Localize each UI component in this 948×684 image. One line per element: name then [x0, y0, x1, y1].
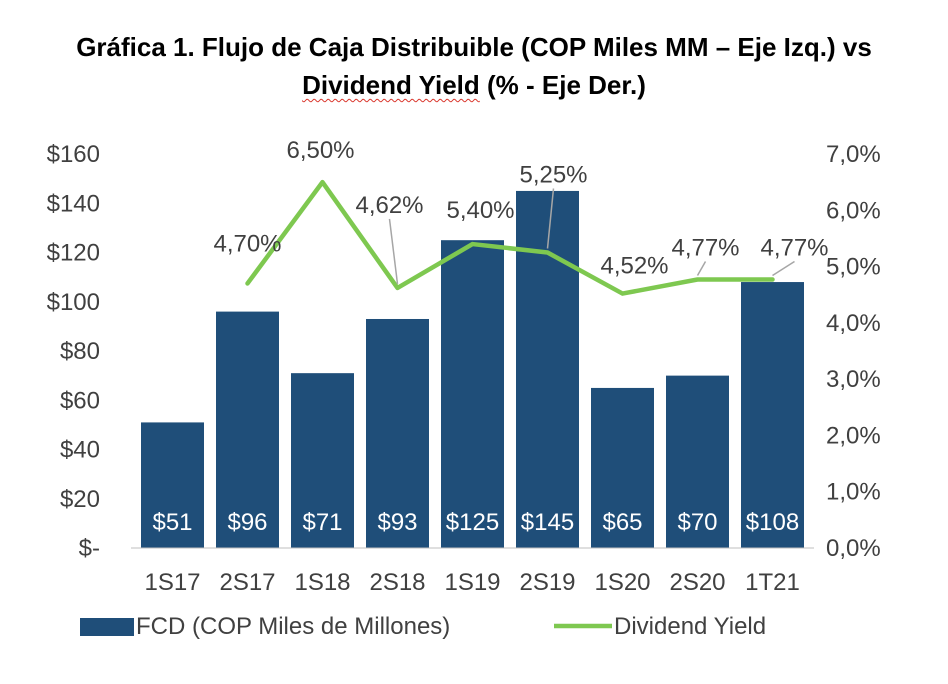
y-left-tick-label: $40: [60, 437, 100, 464]
x-tick-label: 1S19: [444, 569, 500, 596]
bar-value-label: $96: [227, 509, 267, 536]
leader-line: [388, 218, 399, 285]
bar: [666, 375, 729, 548]
x-tick-label: 2S19: [519, 569, 575, 596]
bar-value-label: $125: [446, 509, 499, 536]
chart-title-line1: Gráfica 1. Flujo de Caja Distribuible (C…: [76, 32, 872, 62]
y-left-tick-label: $100: [47, 289, 100, 316]
bar: [591, 387, 654, 548]
dividend-yield-line: [245, 179, 775, 296]
leader-line: [546, 188, 555, 249]
y-right-tick-label: 5,0%: [826, 254, 881, 281]
y-right-tick-label: 1,0%: [826, 479, 881, 506]
bar: [441, 240, 504, 548]
bar-value-label: $65: [602, 509, 642, 536]
bar: [291, 373, 354, 548]
bar: [741, 282, 804, 548]
y-left-tick-label: $-: [79, 535, 100, 562]
y-right-tick-label: 2,0%: [826, 422, 881, 449]
bar-value-label: $108: [746, 509, 799, 536]
y-right-tick-label: 6,0%: [826, 197, 881, 224]
legend-line-label: Dividend Yield: [614, 613, 766, 640]
y-right-tick-label: 7,0%: [826, 141, 881, 168]
legend-bar-label: FCD (COP Miles de Millones): [136, 613, 450, 640]
y-left-tick-label: $60: [60, 387, 100, 414]
x-tick-label: 1S20: [594, 569, 650, 596]
bar: [216, 311, 279, 548]
chart-title-rest: (% - Eje Der.): [479, 70, 646, 100]
line-point-label: 5,40%: [446, 197, 514, 224]
x-tick-label: 2S18: [369, 569, 425, 596]
line-point-label: 4,77%: [671, 235, 739, 262]
bar-value-label: $71: [302, 509, 342, 536]
chart-title-underlined: Dividend Yield: [302, 70, 480, 100]
bar-value-label: $51: [152, 509, 192, 536]
leader-line: [696, 261, 707, 276]
line-point-label: 4,70%: [213, 230, 281, 257]
bar-value-label: $145: [521, 509, 574, 536]
legend-bar-swatch: [80, 618, 134, 636]
y-right-tick-label: 4,0%: [826, 310, 881, 337]
line-point-label: 4,62%: [355, 192, 423, 219]
y-left-tick-label: $80: [60, 338, 100, 365]
leader-line: [772, 260, 795, 277]
x-tick-label: 2S20: [669, 569, 725, 596]
line-point-label: 5,25%: [519, 162, 587, 189]
bar: [141, 422, 204, 548]
bar-value-label: $93: [377, 509, 417, 536]
line-point-label: 4,77%: [760, 235, 828, 262]
y-left-tick-label: $160: [47, 141, 100, 168]
bar-value-label: $70: [677, 509, 717, 536]
y-left-tick-label: $140: [47, 190, 100, 217]
y-left-tick-label: $120: [47, 240, 100, 267]
x-tick-label: 1T21: [745, 569, 800, 596]
bar: [366, 318, 429, 548]
line-point-label: 4,52%: [600, 253, 668, 280]
y-right-tick-label: 0,0%: [826, 535, 881, 562]
chart-title-line2: Dividend Yield (% - Eje Der.): [0, 66, 948, 104]
y-left-tick-label: $20: [60, 486, 100, 513]
line-point-label: 6,50%: [286, 137, 354, 164]
chart-title: Gráfica 1. Flujo de Caja Distribuible (C…: [0, 28, 948, 104]
x-tick-label: 1S17: [144, 569, 200, 596]
x-tick-label: 2S17: [219, 569, 275, 596]
y-right-tick-label: 3,0%: [826, 366, 881, 393]
x-tick-label: 1S18: [294, 569, 350, 596]
